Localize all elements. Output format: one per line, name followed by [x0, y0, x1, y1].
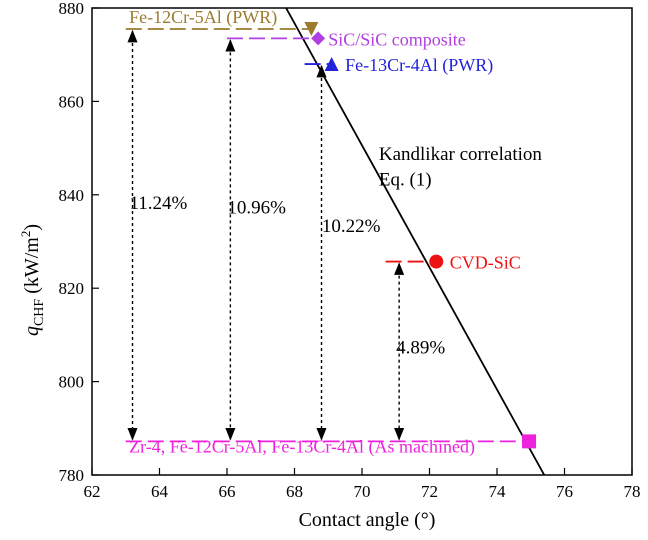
y-tick-label: 800: [59, 373, 85, 392]
y-tick-label: 860: [59, 92, 85, 111]
y-tick-label: 780: [59, 466, 85, 485]
plot-frame: [91, 7, 633, 476]
data-point-marker: [429, 254, 444, 269]
x-tick-label: 72: [421, 482, 438, 501]
data-point-marker: [311, 31, 326, 46]
x-tick-label: 74: [489, 482, 507, 501]
x-tick-label: 70: [354, 482, 371, 501]
x-axis-label: Contact angle (°): [299, 509, 436, 531]
y-tick-label: 820: [59, 279, 85, 298]
percentage-label: 10.96%: [227, 197, 286, 218]
correlation-label: Kandlikar correlation: [379, 144, 543, 165]
percentage-label: 4.89%: [396, 338, 445, 359]
data-point-label: Fe-13Cr-4Al (PWR): [345, 55, 493, 76]
correlation-equation-label: Eq. (1): [379, 169, 432, 190]
data-point-marker: [522, 434, 537, 449]
x-tick-label: 76: [556, 482, 573, 501]
x-tick-label: 66: [219, 482, 236, 501]
data-point-label: Fe-12Cr-5Al (PWR): [129, 7, 277, 28]
data-point-label: SiC/SiC composite: [328, 29, 466, 49]
x-tick-label: 62: [84, 482, 101, 501]
data-point-label: Zr-4, Fe-12Cr-5Al, Fe-13Cr-4Al (As machi…: [129, 437, 475, 458]
kandlikar-correlation-line: [285, 8, 546, 475]
y-tick-label: 840: [59, 186, 85, 205]
percentage-label: 10.22%: [322, 216, 381, 237]
data-point-marker: [324, 57, 339, 72]
x-tick-label: 68: [286, 482, 303, 501]
data-point-label: CVD-SiC: [450, 253, 521, 273]
data-point-marker: [304, 22, 319, 37]
x-tick-label: 64: [151, 482, 169, 501]
x-tick-label: 78: [624, 482, 641, 501]
percentage-label: 11.24%: [130, 193, 188, 214]
y-axis-label: qCHF (kW/m2): [18, 224, 47, 336]
y-tick-label: 880: [59, 0, 85, 18]
plot-area: 62 64 66 68 70 72 74 76 78 780 800 820 840 860 880 Kand…: [59, 0, 641, 501]
